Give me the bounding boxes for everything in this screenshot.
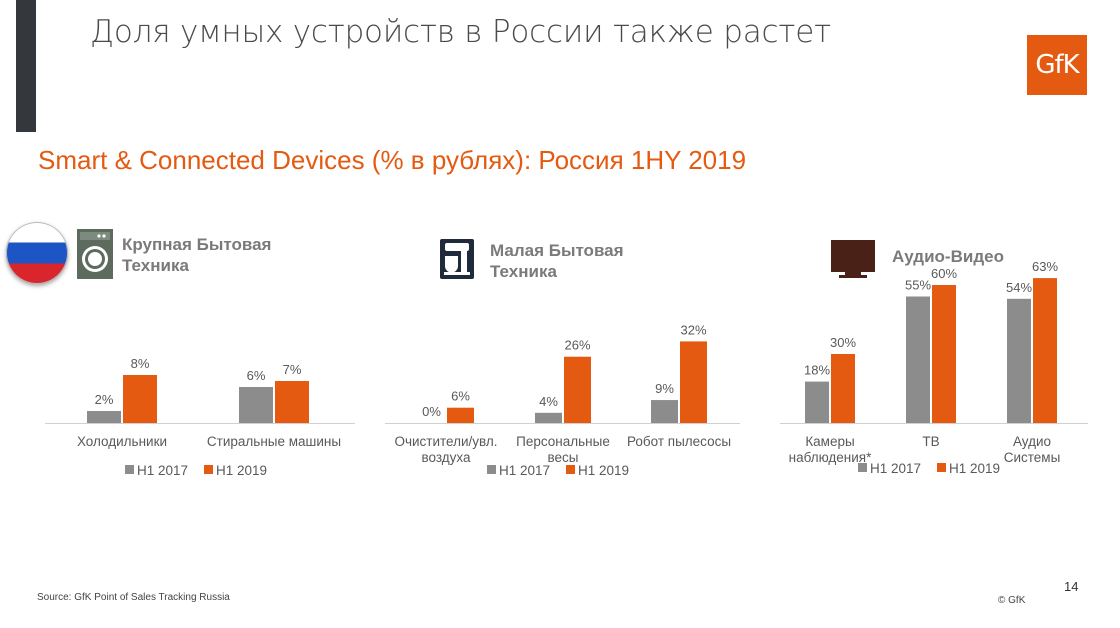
category-title-large-appliances: Крупная Бытовая Техника <box>122 234 271 276</box>
data-label: 6% <box>451 389 470 404</box>
category-label: наблюдения* <box>789 450 872 465</box>
category-title-audio-video: Аудио-Видео <box>892 246 1004 267</box>
data-label: 26% <box>564 338 590 353</box>
legend-label: H1 2019 <box>578 463 629 478</box>
category-label: Стиральные машины <box>207 434 341 449</box>
category-title-line: Техника <box>122 256 189 275</box>
bar <box>87 411 121 423</box>
bar <box>805 381 829 423</box>
data-label: 60% <box>931 266 957 281</box>
category-label: Аудио <box>1013 434 1051 449</box>
category-title-line: Техника <box>490 262 557 281</box>
legend-swatch <box>204 465 213 474</box>
category-label: Холодильники <box>77 434 167 449</box>
legend-label: H1 2017 <box>870 461 921 476</box>
category-label: Очистители/увл. <box>394 434 497 449</box>
bar <box>564 356 591 423</box>
legend-swatch <box>487 465 496 474</box>
data-label: 30% <box>830 335 856 350</box>
kitchen-mixer-icon <box>440 239 474 279</box>
category-title-line: Малая Бытовая <box>490 241 624 260</box>
legend-label: H1 2019 <box>949 461 1000 476</box>
bar <box>447 407 474 423</box>
source-note: Source: GfK Point of Sales Tracking Russ… <box>37 592 230 603</box>
bar <box>275 381 309 423</box>
legend-label: H1 2019 <box>216 463 267 478</box>
header-accent-bar <box>16 0 36 132</box>
bar <box>1007 298 1031 423</box>
data-label: 63% <box>1032 259 1058 274</box>
category-label: Персональные <box>516 434 610 449</box>
data-label: 54% <box>1006 280 1032 295</box>
category-label: ТВ <box>922 434 939 449</box>
category-label: воздуха <box>421 450 470 465</box>
data-label: 32% <box>680 322 706 337</box>
legend-swatch <box>566 465 575 474</box>
tv-icon <box>831 240 875 278</box>
page-title: Доля умных устройств в России также раст… <box>90 14 831 50</box>
category-label: Системы <box>1004 450 1061 465</box>
bar <box>680 341 707 423</box>
category-label: Камеры <box>805 434 854 449</box>
bar <box>932 285 956 423</box>
legend-swatch <box>125 465 134 474</box>
data-label: 55% <box>905 278 931 293</box>
data-label: 4% <box>539 394 558 409</box>
gfk-logo: GfK <box>1027 35 1087 95</box>
category-label: Робот пылесосы <box>627 434 731 449</box>
data-label: 8% <box>131 356 150 371</box>
category-title-small-appliances: Малая Бытовая Техника <box>490 240 624 282</box>
bar <box>651 400 678 423</box>
bar <box>239 387 273 423</box>
page-number: 14 <box>1064 579 1079 594</box>
legend-swatch <box>937 463 946 472</box>
data-label: 2% <box>95 392 114 407</box>
legend-label: H1 2017 <box>499 463 550 478</box>
category-title-line: Крупная Бытовая <box>122 235 272 254</box>
legend-label: H1 2017 <box>137 463 188 478</box>
category-title-line: Аудио-Видео <box>892 247 1004 266</box>
bar <box>123 375 157 423</box>
data-label: 18% <box>804 363 830 378</box>
bar <box>906 296 930 423</box>
legend-swatch <box>858 463 867 472</box>
copyright: © GfK <box>998 595 1026 606</box>
bar <box>831 354 855 423</box>
data-label: 9% <box>655 381 674 396</box>
data-label: 7% <box>283 362 302 377</box>
data-label: 0% <box>422 404 441 419</box>
bar <box>1033 278 1057 423</box>
data-label: 6% <box>247 368 266 383</box>
russia-flag-icon <box>6 222 68 284</box>
bar <box>535 412 562 423</box>
washing-machine-icon <box>77 229 113 279</box>
chart-subtitle: Smart & Connected Devices (% в рублях): … <box>38 145 747 175</box>
category-label: весы <box>548 450 579 465</box>
